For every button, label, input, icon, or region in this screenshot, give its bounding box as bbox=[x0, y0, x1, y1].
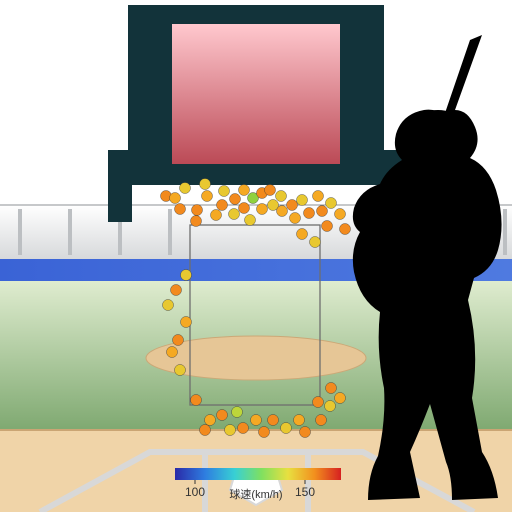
colorbar-tick: 100 bbox=[185, 485, 205, 499]
pitch-point bbox=[171, 285, 182, 296]
pitch-point bbox=[180, 183, 191, 194]
pitch-point bbox=[181, 317, 192, 328]
pitch-point bbox=[259, 427, 270, 438]
pitch-point bbox=[192, 205, 203, 216]
pitch-point bbox=[200, 179, 211, 190]
pitch-point bbox=[265, 185, 276, 196]
pitch-point bbox=[317, 206, 328, 217]
pitch-point bbox=[229, 209, 240, 220]
pitch-point bbox=[245, 215, 256, 226]
colorbar bbox=[175, 468, 341, 480]
pitch-point bbox=[200, 425, 211, 436]
pitch-point bbox=[181, 270, 192, 281]
pitch-point bbox=[202, 191, 213, 202]
pitch-point bbox=[163, 300, 174, 311]
scoreboard-screen bbox=[172, 24, 340, 164]
pitch-point bbox=[326, 383, 337, 394]
pitch-point bbox=[232, 407, 243, 418]
pitch-point bbox=[313, 397, 324, 408]
colorbar-label: 球速(km/h) bbox=[229, 487, 282, 501]
pitch-point bbox=[297, 195, 308, 206]
pitch-point bbox=[290, 213, 301, 224]
pitch-point bbox=[257, 204, 268, 215]
pitch-point bbox=[322, 221, 333, 232]
pitch-point bbox=[173, 335, 184, 346]
pitch-point bbox=[277, 206, 288, 217]
pitch-point bbox=[239, 185, 250, 196]
pitch-point bbox=[230, 194, 241, 205]
pitch-point bbox=[326, 198, 337, 209]
pitch-point bbox=[294, 415, 305, 426]
pitch-point bbox=[167, 347, 178, 358]
pitch-point bbox=[325, 401, 336, 412]
pitch-point bbox=[316, 415, 327, 426]
pitch-point bbox=[276, 191, 287, 202]
pitch-point bbox=[340, 224, 351, 235]
pitch-point bbox=[175, 204, 186, 215]
pitch-point bbox=[217, 200, 228, 211]
pitch-point bbox=[219, 186, 230, 197]
pitch-point bbox=[297, 229, 308, 240]
pitch-point bbox=[251, 415, 262, 426]
pitch-point bbox=[310, 237, 321, 248]
pitch-point bbox=[313, 191, 324, 202]
pitch-point bbox=[239, 203, 250, 214]
helmet-brim bbox=[420, 110, 456, 126]
pitch-point bbox=[281, 423, 292, 434]
pitch-point bbox=[335, 209, 346, 220]
pitch-point bbox=[287, 200, 298, 211]
pitch-point bbox=[300, 427, 311, 438]
pitch-point bbox=[304, 208, 315, 219]
pitch-point bbox=[225, 425, 236, 436]
pitch-point bbox=[238, 423, 249, 434]
pitch-point bbox=[217, 410, 228, 421]
pitch-point bbox=[175, 365, 186, 376]
pitch-point bbox=[191, 395, 202, 406]
colorbar-tick: 150 bbox=[295, 485, 315, 499]
pitch-point bbox=[170, 193, 181, 204]
pitch-point bbox=[268, 415, 279, 426]
pitch-point bbox=[191, 216, 202, 227]
pitch-point bbox=[205, 415, 216, 426]
pitch-location-chart: 100 150 球速(km/h) bbox=[0, 0, 512, 512]
pitch-point bbox=[335, 393, 346, 404]
pitch-point bbox=[211, 210, 222, 221]
